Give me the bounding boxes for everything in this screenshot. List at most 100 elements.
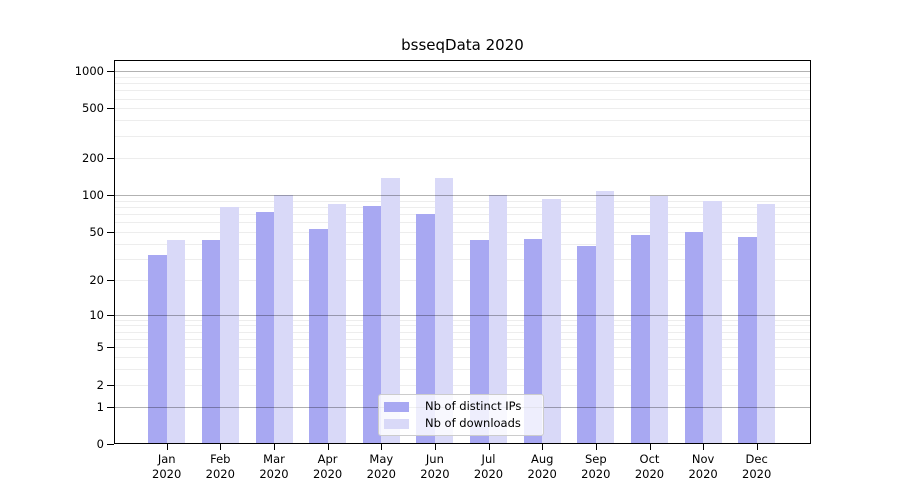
- bar-apr-downloads: [327, 203, 347, 444]
- minor-gridline-60: [115, 222, 810, 224]
- x-tick-label-sep: Sep 2020: [581, 452, 611, 481]
- minor-gridline-200: [115, 157, 810, 159]
- legend: Nb of distinct IPs Nb of downloads: [378, 394, 544, 436]
- legend-item-downloads: Nb of downloads: [384, 417, 538, 430]
- minor-gridline-600: [115, 98, 810, 100]
- y-tick-label-1: 1: [96, 399, 104, 414]
- x-tick-mar: [274, 444, 275, 450]
- x-tick-label-may: May 2020: [366, 452, 396, 481]
- legend-label-downloads: Nb of downloads: [425, 416, 521, 430]
- y-tick-label-500: 500: [82, 101, 104, 116]
- bar-jun-distinct-ips: [416, 213, 435, 444]
- x-tick-label-oct: Oct 2020: [634, 452, 665, 481]
- bar-jan-downloads: [166, 239, 186, 444]
- legend-swatch-distinct-ips: [384, 401, 409, 412]
- x-tick-jan: [166, 444, 168, 450]
- x-tick-nov: [703, 444, 705, 450]
- x-tick-feb: [220, 444, 222, 450]
- y-tick-20: [107, 279, 114, 281]
- y-tick-2: [107, 384, 114, 386]
- y-tick-label-1000: 1000: [74, 64, 104, 78]
- minor-gridline-500: [115, 108, 810, 110]
- x-tick-label-apr: Apr 2020: [312, 452, 343, 481]
- bar-may-downloads: [381, 178, 400, 444]
- legend-label-distinct-ips: Nb of distinct IPs: [425, 399, 522, 413]
- y-tick-label-5: 5: [96, 340, 104, 355]
- bar-jun-downloads: [434, 178, 454, 444]
- y-tick-label-50: 50: [89, 224, 104, 239]
- legend-item-distinct-ips: Nb of distinct IPs: [384, 400, 538, 413]
- minor-gridline-30: [115, 258, 810, 260]
- x-tick-label-jun: Jun 2020: [420, 452, 450, 481]
- bar-aug-distinct-ips: [523, 238, 543, 444]
- y-tick-0: [107, 444, 114, 445]
- y-tick-label-20: 20: [89, 272, 104, 287]
- x-tick-label-dec: Dec 2020: [742, 452, 772, 481]
- bar-oct-downloads: [649, 195, 668, 444]
- x-tick-may: [381, 444, 383, 450]
- bar-dec-distinct-ips: [738, 237, 757, 444]
- bar-may-distinct-ips: [362, 205, 382, 444]
- minor-gridline-3: [115, 369, 810, 371]
- y-tick-1000: [107, 71, 114, 72]
- bar-mar-distinct-ips: [255, 211, 274, 444]
- x-tick-sep: [595, 444, 597, 450]
- minor-gridline-7: [115, 331, 810, 333]
- minor-gridline-8: [115, 325, 810, 327]
- y-tick-200: [107, 157, 114, 159]
- x-tick-label-jul: Jul 2020: [473, 452, 504, 481]
- x-tick-apr: [327, 444, 329, 450]
- major-gridline-10: [115, 314, 810, 316]
- minor-gridline-6: [115, 339, 810, 340]
- minor-gridline-800: [115, 83, 810, 85]
- bar-aug-downloads: [542, 198, 561, 444]
- y-tick-1: [107, 406, 114, 408]
- y-tick-label-2: 2: [96, 377, 104, 392]
- x-tick-label-aug: Aug 2020: [527, 452, 557, 481]
- major-gridline-1000: [115, 71, 810, 72]
- chart-title: bsseqData 2020: [401, 36, 524, 54]
- minor-gridline-50: [115, 231, 810, 233]
- bar-apr-distinct-ips: [309, 228, 328, 444]
- bar-dec-downloads: [756, 204, 776, 444]
- bar-jul-distinct-ips: [470, 239, 489, 444]
- legend-swatch-downloads: [384, 418, 409, 429]
- minor-gridline-80: [115, 206, 810, 208]
- minor-gridline-9: [115, 319, 810, 321]
- bar-oct-distinct-ips: [631, 235, 650, 444]
- x-tick-jul: [488, 444, 490, 450]
- minor-gridline-400: [115, 120, 810, 122]
- bar-sep-downloads: [595, 191, 615, 444]
- minor-gridline-90: [115, 200, 810, 202]
- x-tick-label-mar: Mar 2020: [259, 452, 289, 481]
- y-tick-label-100: 100: [82, 187, 104, 202]
- x-tick-aug: [542, 444, 544, 450]
- x-tick-dec: [756, 444, 758, 450]
- x-tick-oct: [649, 444, 651, 450]
- x-tick-label-feb: Feb 2020: [205, 452, 235, 481]
- minor-gridline-70: [115, 213, 810, 215]
- minor-gridline-700: [115, 90, 810, 92]
- y-tick-label-0: 0: [96, 437, 104, 451]
- bar-sep-distinct-ips: [577, 246, 596, 444]
- minor-gridline-20: [115, 279, 810, 281]
- plot-frame: [114, 60, 811, 444]
- bar-jul-downloads: [488, 195, 507, 444]
- minor-gridline-4: [115, 357, 810, 359]
- minor-gridline-2: [115, 384, 810, 386]
- major-gridline-100: [115, 194, 810, 196]
- minor-gridline-900: [115, 76, 810, 78]
- minor-gridline-40: [115, 243, 810, 245]
- x-tick-label-nov: Nov 2020: [688, 452, 718, 481]
- bar-feb-distinct-ips: [201, 239, 221, 444]
- bar-nov-downloads: [703, 200, 722, 444]
- y-tick-10: [107, 314, 114, 316]
- bar-jan-distinct-ips: [148, 255, 167, 444]
- x-tick-label-jan: Jan 2020: [152, 452, 182, 481]
- bar-mar-downloads: [274, 194, 293, 444]
- y-tick-5: [107, 347, 114, 349]
- y-tick-500: [107, 108, 114, 110]
- minor-gridline-5: [115, 347, 810, 349]
- bar-feb-downloads: [220, 206, 239, 444]
